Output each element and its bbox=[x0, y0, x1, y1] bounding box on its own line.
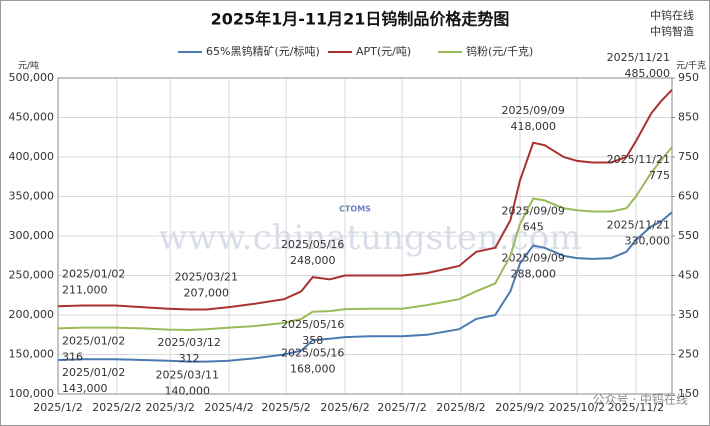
y-tick-label: 500,000 bbox=[9, 71, 55, 84]
watermark: CTOMS bbox=[339, 205, 371, 214]
annotation-date: 2025/11/21 bbox=[607, 218, 670, 231]
data-label: 211,000 bbox=[62, 283, 108, 296]
x-tick-label: 2025/11/2 bbox=[608, 401, 664, 414]
annotation-date: 2025/01/02 bbox=[62, 267, 125, 280]
series-line bbox=[57, 211, 673, 363]
x-tick-label: 2025/5/2 bbox=[261, 401, 310, 414]
y-tick-label: 450,000 bbox=[9, 111, 55, 124]
y2-tick-label: 850 bbox=[678, 111, 699, 124]
x-tick-label: 2025/4/2 bbox=[204, 401, 253, 414]
y2-tick-label: 350 bbox=[678, 308, 699, 321]
x-tick-label: 2025/10/2 bbox=[549, 401, 605, 414]
watermark: 公众号 · 中钨在线 bbox=[593, 392, 688, 407]
annotation-date: 2025/01/02 bbox=[62, 334, 125, 347]
y-tick-label: 250,000 bbox=[9, 269, 55, 282]
annotation-date: 2025/01/02 bbox=[62, 366, 125, 379]
x-tick-label: 2025/7/2 bbox=[377, 401, 426, 414]
y2-tick-label: 250 bbox=[678, 348, 699, 361]
x-tick-label: 2025/1/2 bbox=[33, 401, 82, 414]
chart-title: 2025年1月-11月21日钨制品价格走势图 bbox=[211, 10, 510, 29]
x-tick-label: 2025/9/2 bbox=[495, 401, 544, 414]
series-line bbox=[57, 89, 673, 311]
data-label: 207,000 bbox=[184, 286, 230, 299]
data-label: 316 bbox=[62, 350, 83, 363]
data-label: 312 bbox=[179, 352, 200, 365]
watermark: 中钨智造 bbox=[650, 24, 694, 38]
data-label: 248,000 bbox=[290, 254, 336, 267]
data-label: 288,000 bbox=[510, 267, 556, 280]
annotation-date: 2025/09/09 bbox=[502, 104, 565, 117]
legend-label: 65%黑钨精矿(元/标吨) bbox=[206, 44, 320, 58]
data-label: 140,000 bbox=[165, 384, 211, 397]
annotation-date: 2025/11/21 bbox=[607, 51, 670, 64]
plot-frame bbox=[57, 77, 673, 395]
series-line bbox=[57, 146, 673, 332]
annotation-date: 2025/05/16 bbox=[281, 346, 344, 359]
y-tick-label: 200,000 bbox=[9, 308, 55, 321]
x-tick-label: 2025/3/2 bbox=[145, 401, 194, 414]
y2-tick-label: 750 bbox=[678, 150, 699, 163]
data-label: 358 bbox=[302, 334, 323, 347]
annotation-date: 2025/03/21 bbox=[175, 270, 238, 283]
x-tick-label: 2025/2/2 bbox=[92, 401, 141, 414]
data-label: 485,000 bbox=[625, 67, 671, 80]
y-tick-label: 150,000 bbox=[9, 348, 55, 361]
y-tick-label: 400,000 bbox=[9, 150, 55, 163]
y2-tick-label: 950 bbox=[678, 71, 699, 84]
x-tick-label: 2025/8/2 bbox=[436, 401, 485, 414]
legend-label: 钨粉(元/千克) bbox=[466, 45, 533, 58]
data-label: 775 bbox=[649, 169, 670, 182]
watermark: 中钨在线 bbox=[650, 8, 694, 22]
y2-tick-label: 650 bbox=[678, 190, 699, 203]
y2-tick-label: 550 bbox=[678, 229, 699, 242]
data-label: 330,000 bbox=[625, 234, 671, 247]
y2-tick-label: 450 bbox=[678, 269, 699, 282]
y-unit: 元/吨 bbox=[18, 60, 39, 72]
annotation-date: 2025/09/09 bbox=[502, 204, 565, 217]
annotation-date: 2025/11/21 bbox=[607, 153, 670, 166]
annotation-date: 2025/09/09 bbox=[502, 251, 565, 264]
y2-unit: 元/千克 bbox=[676, 61, 706, 72]
annotation-date: 2025/05/16 bbox=[281, 238, 344, 251]
y-tick-label: 100,000 bbox=[9, 387, 55, 400]
legend-label: APT(元/吨) bbox=[356, 45, 411, 58]
data-label: 645 bbox=[523, 220, 544, 233]
y2-tick-label: 150 bbox=[678, 387, 699, 400]
y-tick-label: 350,000 bbox=[9, 190, 55, 203]
data-label: 168,000 bbox=[290, 362, 336, 375]
data-label: 418,000 bbox=[510, 120, 556, 133]
annotation-date: 2025/03/11 bbox=[156, 368, 219, 381]
x-tick-label: 2025/6/2 bbox=[320, 401, 369, 414]
annotation-date: 2025/05/16 bbox=[281, 318, 344, 331]
data-label: 143,000 bbox=[62, 382, 108, 395]
y-tick-label: 300,000 bbox=[9, 229, 55, 242]
annotation-date: 2025/03/12 bbox=[157, 336, 220, 349]
